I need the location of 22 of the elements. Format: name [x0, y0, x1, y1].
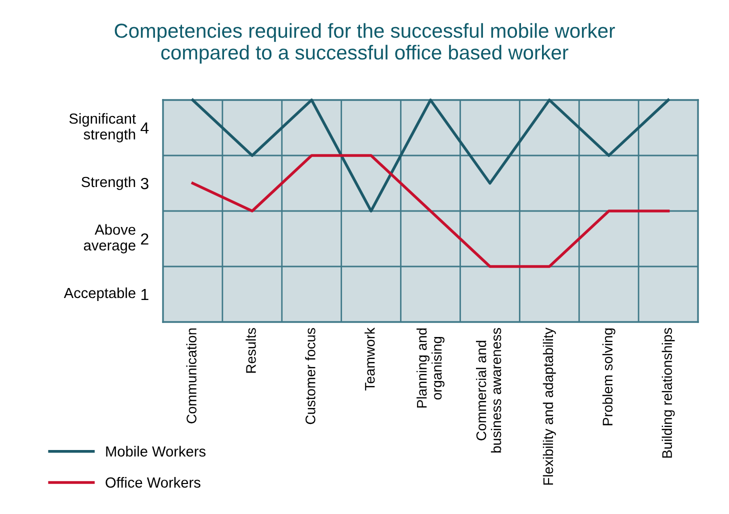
x-tick-label: Customer focus [305, 328, 316, 424]
line-series [191, 154, 670, 268]
text: Acceptable [64, 287, 136, 302]
x-tick-label: Commercial and business awareness [476, 328, 502, 452]
text: Above average [84, 224, 136, 254]
chart-title: Competencies required for the successful mobile worker compared to a successful office based worker [114, 23, 615, 64]
x-tick-label: Teamwork [364, 328, 375, 391]
x-tick-label: Planning and organising [416, 328, 444, 408]
x-tick-label: Building relationships [662, 328, 675, 458]
y-tick-label: 1 [141, 289, 148, 300]
x-tick-label: Problem solving [602, 328, 616, 426]
legend-label: Office Workers [106, 477, 200, 488]
y-tick-label: 4 [140, 122, 149, 134]
text: Significant strength [69, 113, 136, 142]
text: Strength [82, 176, 136, 190]
line-series [191, 98, 670, 212]
x-tick-label: Flexibility and adaptability [542, 328, 556, 485]
y-tick-label: 2 [141, 233, 148, 245]
x-tick-label: Communication [186, 328, 196, 424]
y-tick-label: 3 [140, 178, 148, 190]
x-tick-label: Results [246, 328, 256, 373]
legend-label: Mobile Workers [106, 446, 206, 457]
